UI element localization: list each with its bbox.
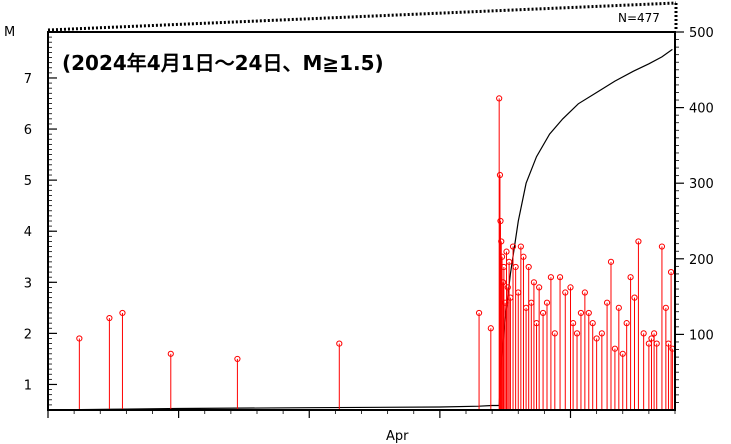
event-marker bbox=[556, 274, 564, 281]
event-marker bbox=[562, 289, 569, 296]
dotted-leader-line bbox=[47, 1, 677, 32]
event-marker bbox=[635, 238, 642, 245]
event-marker bbox=[585, 309, 592, 317]
event-marker bbox=[504, 284, 511, 291]
event-marker bbox=[567, 284, 574, 291]
event-marker bbox=[662, 304, 669, 311]
event-marker bbox=[497, 217, 504, 225]
y-right-tick-label: 100 bbox=[689, 328, 714, 343]
event-marker bbox=[623, 320, 630, 327]
y-right-tick-label: 500 bbox=[689, 26, 714, 41]
event-marker bbox=[667, 268, 675, 276]
event-marker bbox=[658, 243, 666, 250]
event-marker bbox=[651, 330, 658, 337]
event-marker bbox=[627, 274, 634, 281]
event-marker bbox=[525, 263, 532, 271]
event-marker bbox=[593, 335, 600, 342]
y-left-tick-label: 2 bbox=[24, 327, 32, 342]
event-marker bbox=[106, 314, 113, 322]
y-left-tick-label: 4 bbox=[24, 225, 32, 240]
y-left-tick-label: 3 bbox=[24, 276, 32, 291]
y-left-tick-label: 1 bbox=[24, 378, 32, 393]
event-marker bbox=[615, 304, 622, 311]
event-marker bbox=[611, 345, 619, 352]
event-marker bbox=[598, 330, 605, 337]
y-right-tick-label: 200 bbox=[689, 253, 714, 268]
y-left-tick-label: 5 bbox=[24, 174, 32, 189]
event-marker bbox=[551, 330, 558, 337]
y-left-tick-label: 7 bbox=[24, 72, 32, 87]
event-marker bbox=[581, 289, 588, 296]
event-marker bbox=[503, 248, 510, 255]
y-right-tick-label: 300 bbox=[689, 177, 714, 192]
event-marker bbox=[589, 320, 596, 327]
y-left-tick-label: 6 bbox=[24, 123, 32, 138]
event-marker bbox=[76, 335, 83, 342]
event-marker bbox=[167, 350, 174, 357]
event-marker bbox=[496, 171, 504, 179]
event-marker bbox=[640, 330, 647, 337]
event-marker bbox=[631, 294, 638, 301]
event-marker bbox=[506, 258, 513, 265]
y-axis-left-label: M bbox=[4, 25, 15, 40]
count-label: N=477 bbox=[618, 11, 660, 25]
event-marker bbox=[119, 309, 126, 317]
event-marker bbox=[509, 243, 517, 250]
event-marker bbox=[539, 309, 547, 317]
event-marker bbox=[619, 350, 626, 357]
y-right-tick-label: 400 bbox=[689, 102, 714, 117]
event-marker bbox=[607, 258, 615, 265]
event-marker bbox=[336, 340, 343, 347]
cumulative-count-layer bbox=[47, 48, 673, 411]
event-marker bbox=[536, 284, 543, 291]
event-marker bbox=[543, 299, 551, 306]
event-marker bbox=[570, 320, 577, 327]
event-marker bbox=[234, 355, 241, 363]
chart-title: (2024年4月1日～24日、M≧1.5) bbox=[62, 51, 384, 75]
x-axis-label: Apr bbox=[386, 429, 409, 444]
event-marker bbox=[498, 238, 505, 245]
event-marker bbox=[475, 309, 483, 317]
event-marker bbox=[530, 279, 538, 286]
axis-labels-layer: 1 2 3 4 5 6 7 100 200 300 400 500 bbox=[24, 26, 714, 393]
event-marker bbox=[573, 330, 581, 337]
event-marker bbox=[498, 253, 506, 260]
event-marker bbox=[499, 279, 507, 286]
event-marker bbox=[517, 243, 524, 250]
event-marker bbox=[577, 309, 585, 317]
event-marker bbox=[603, 299, 611, 306]
event-stems-layer bbox=[76, 95, 676, 410]
plot-frame bbox=[47, 31, 676, 411]
event-marker bbox=[487, 325, 494, 332]
event-marker bbox=[496, 95, 503, 102]
event-marker bbox=[520, 253, 527, 260]
event-marker bbox=[653, 340, 660, 347]
event-marker bbox=[512, 263, 519, 271]
event-marker bbox=[547, 274, 555, 281]
cumulative-count-line bbox=[47, 48, 673, 411]
